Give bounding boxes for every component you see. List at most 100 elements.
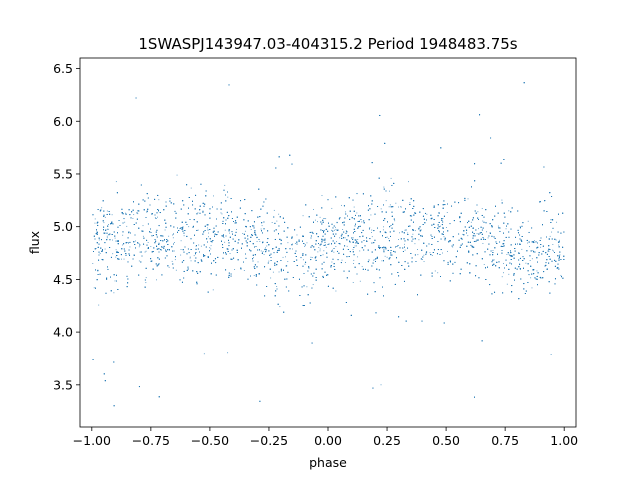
data-point bbox=[157, 216, 158, 218]
data-point bbox=[423, 261, 425, 263]
data-point bbox=[558, 239, 560, 241]
data-point bbox=[111, 214, 113, 216]
data-point bbox=[404, 249, 406, 251]
data-point bbox=[106, 237, 108, 239]
chart-title: 1SWASPJ143947.03-404315.2 Period 1948483… bbox=[138, 35, 517, 53]
data-point bbox=[335, 290, 337, 292]
data-point bbox=[175, 269, 177, 271]
data-point bbox=[145, 277, 147, 279]
data-point bbox=[482, 220, 484, 222]
data-point bbox=[150, 246, 152, 248]
data-point bbox=[278, 271, 280, 273]
data-point bbox=[92, 263, 94, 264]
data-point bbox=[106, 235, 108, 237]
data-point bbox=[508, 253, 510, 255]
data-point bbox=[306, 286, 308, 288]
data-point bbox=[555, 239, 557, 241]
data-point bbox=[383, 186, 385, 188]
data-point bbox=[193, 255, 195, 257]
data-point bbox=[276, 220, 278, 222]
data-point bbox=[334, 229, 335, 231]
data-point bbox=[104, 248, 106, 250]
data-point bbox=[145, 282, 147, 284]
data-point bbox=[306, 242, 308, 244]
data-point bbox=[279, 306, 281, 308]
data-point bbox=[256, 241, 258, 243]
data-point bbox=[172, 234, 173, 236]
data-point bbox=[220, 212, 222, 214]
data-point bbox=[189, 256, 191, 258]
data-point bbox=[319, 250, 321, 252]
data-point bbox=[398, 239, 399, 240]
data-point bbox=[334, 226, 336, 228]
data-point bbox=[145, 250, 147, 252]
data-point bbox=[483, 264, 485, 265]
data-point bbox=[227, 352, 229, 354]
data-point bbox=[501, 276, 503, 278]
data-point bbox=[335, 241, 337, 243]
data-point bbox=[414, 243, 416, 245]
data-point bbox=[519, 268, 521, 270]
data-point bbox=[200, 245, 202, 247]
data-point bbox=[386, 256, 388, 258]
data-point bbox=[189, 257, 191, 259]
data-point bbox=[176, 174, 178, 176]
data-point bbox=[106, 210, 108, 212]
data-point bbox=[497, 225, 499, 227]
data-point bbox=[503, 262, 505, 264]
data-point bbox=[423, 254, 425, 256]
data-point bbox=[553, 250, 554, 252]
data-point bbox=[125, 212, 126, 214]
data-point bbox=[356, 212, 358, 214]
data-point bbox=[197, 229, 199, 231]
data-point bbox=[417, 249, 418, 250]
data-point bbox=[103, 222, 105, 224]
data-point bbox=[105, 229, 107, 231]
data-point bbox=[426, 213, 428, 215]
data-point bbox=[158, 199, 160, 201]
data-point bbox=[476, 233, 478, 235]
data-point bbox=[533, 240, 535, 242]
data-point bbox=[440, 225, 441, 227]
data-point bbox=[317, 251, 319, 253]
scatter-points bbox=[92, 82, 565, 407]
data-point bbox=[380, 384, 382, 386]
data-point bbox=[527, 242, 529, 244]
data-point bbox=[325, 218, 327, 220]
data-point bbox=[341, 259, 343, 261]
data-point bbox=[394, 220, 396, 222]
data-point bbox=[550, 354, 552, 355]
data-point bbox=[203, 353, 205, 355]
data-point bbox=[527, 220, 529, 222]
data-point bbox=[370, 214, 372, 216]
data-point bbox=[482, 242, 484, 244]
data-point bbox=[352, 237, 354, 239]
data-point bbox=[208, 236, 209, 238]
data-point bbox=[260, 228, 262, 230]
data-point bbox=[478, 228, 479, 230]
data-point bbox=[313, 209, 314, 210]
data-point bbox=[128, 231, 130, 232]
data-point bbox=[98, 304, 100, 306]
data-point bbox=[331, 207, 333, 209]
data-point bbox=[431, 255, 433, 256]
data-point bbox=[197, 212, 199, 214]
data-point bbox=[262, 250, 264, 252]
data-point bbox=[400, 206, 402, 208]
data-point bbox=[121, 258, 122, 260]
data-point bbox=[173, 242, 175, 243]
data-point bbox=[421, 259, 423, 261]
data-point bbox=[198, 244, 200, 246]
data-point bbox=[95, 247, 97, 249]
data-point bbox=[462, 233, 464, 235]
data-point bbox=[108, 224, 109, 225]
data-point bbox=[559, 254, 561, 256]
data-point bbox=[404, 243, 405, 245]
data-point bbox=[529, 246, 530, 248]
data-point bbox=[319, 248, 321, 250]
data-point bbox=[160, 249, 162, 251]
data-point bbox=[532, 250, 534, 252]
data-point bbox=[560, 274, 562, 276]
data-point bbox=[447, 250, 448, 252]
data-point bbox=[172, 237, 174, 239]
